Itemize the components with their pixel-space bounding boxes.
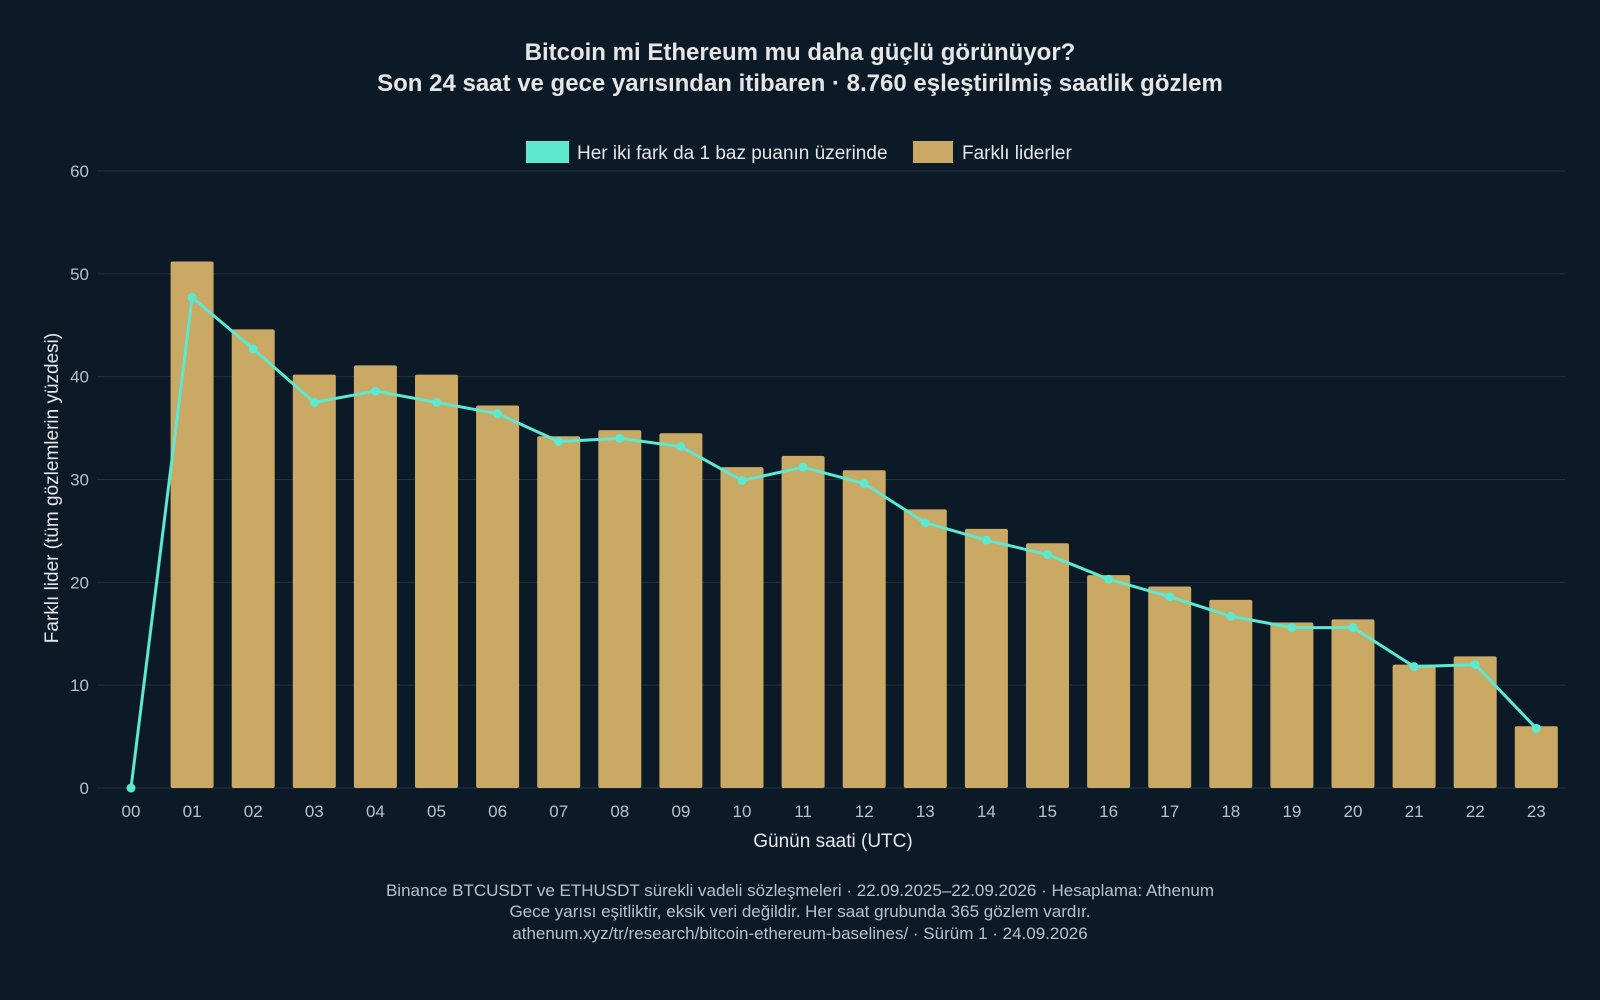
bar	[1514, 726, 1558, 788]
x-tick-label: 21	[1405, 802, 1424, 821]
chart-title-group: Bitcoin mi Ethereum mu daha güçlü görünü…	[377, 39, 1223, 97]
x-tick-label: 13	[916, 802, 935, 821]
bar	[964, 528, 1008, 788]
bar	[415, 374, 458, 788]
x-tick-label: 20	[1344, 802, 1363, 821]
y-tick-label: 0	[80, 779, 89, 798]
line-point	[1470, 660, 1480, 670]
x-tick-label: 06	[488, 802, 507, 821]
line-point	[920, 518, 930, 528]
line-point	[309, 397, 319, 407]
chart-subtitle: Son 24 saat ve gece yarısından itibaren …	[377, 70, 1223, 97]
x-tick-label: 07	[549, 802, 568, 821]
x-tick-label: 15	[1038, 802, 1057, 821]
line-point	[370, 386, 380, 396]
y-tick-label: 50	[70, 265, 89, 284]
bar	[292, 374, 336, 788]
y-axis-label: Farklı lider (tüm gözlemlerin yüzdesi)	[42, 333, 63, 643]
line-point	[248, 344, 258, 354]
x-tick-label: 09	[671, 802, 690, 821]
bar	[1392, 664, 1436, 788]
legend-label-line: Her iki fark da 1 baz puanın üzerinde	[577, 143, 888, 164]
bar	[842, 470, 886, 788]
footer: Binance BTCUSDT ve ETHUSDT sürekli vadel…	[386, 881, 1214, 943]
line-point	[615, 433, 625, 443]
chart-title: Bitcoin mi Ethereum mu daha güçlü görünü…	[525, 39, 1076, 66]
x-tick-label: 18	[1221, 802, 1240, 821]
legend-swatch-bar	[913, 141, 953, 163]
line-point	[1043, 550, 1052, 560]
line-point	[1104, 574, 1114, 584]
line-point	[126, 783, 136, 793]
x-tick-label: 01	[183, 802, 202, 821]
line-point	[1348, 623, 1358, 633]
legend-swatch-line	[526, 141, 569, 163]
x-tick-label: 08	[610, 802, 629, 821]
y-tick-label: 30	[70, 471, 89, 490]
line-point	[554, 436, 564, 446]
x-axis-label: Günün saati (UTC)	[753, 831, 912, 852]
x-tick-label: 19	[1282, 802, 1301, 821]
y-tick-label: 20	[70, 573, 89, 592]
footer-line-3: athenum.xyz/tr/research/bitcoin-ethereum…	[512, 924, 1087, 943]
y-tick-label: 40	[70, 368, 89, 387]
legend-label-bar: Farklı liderler	[962, 143, 1072, 164]
bar	[231, 329, 275, 788]
x-tick-label: 05	[427, 802, 446, 821]
line-series	[126, 292, 1541, 793]
bar	[353, 365, 397, 788]
x-tick-label: 14	[977, 802, 996, 821]
x-tick-label: 04	[366, 802, 385, 821]
y-tick-label: 10	[70, 676, 89, 695]
x-tick-label: 22	[1466, 802, 1485, 821]
x-tick-label: 10	[733, 802, 752, 821]
bar	[720, 467, 764, 788]
bar	[1209, 599, 1253, 788]
line-point	[676, 442, 686, 452]
x-tick-label: 17	[1160, 802, 1179, 821]
line-point	[737, 476, 747, 486]
bar	[781, 455, 825, 788]
bar	[1087, 575, 1131, 788]
y-tick-label: 60	[70, 162, 89, 181]
line-point	[859, 479, 869, 489]
line-point	[1531, 723, 1541, 733]
footer-line-1: Binance BTCUSDT ve ETHUSDT sürekli vadel…	[386, 881, 1214, 900]
bar	[598, 430, 642, 788]
bar	[1453, 656, 1497, 788]
legend: Her iki fark da 1 baz puanın üzerinde Fa…	[526, 141, 1072, 164]
footer-line-2: Gece yarısı eşitliktir, eksik veri değil…	[509, 902, 1090, 921]
bar	[1148, 586, 1192, 788]
line-point	[1165, 592, 1175, 602]
line-point	[1226, 611, 1236, 621]
line-point	[432, 397, 441, 407]
bar	[476, 405, 520, 788]
grid-lines	[97, 170, 1565, 789]
x-tick-label: 23	[1527, 802, 1546, 821]
line-point	[187, 292, 197, 302]
x-tick-label: 16	[1099, 802, 1118, 821]
bar	[903, 509, 947, 788]
bar	[1026, 543, 1069, 788]
series-line	[129, 295, 1538, 789]
line-point	[798, 462, 808, 472]
line-point	[1287, 623, 1297, 633]
y-tick-labels: 0 10 20 30 40 50 60	[70, 162, 89, 798]
x-tick-label: 12	[855, 802, 874, 821]
bar	[170, 261, 214, 788]
bar	[1331, 619, 1375, 788]
bar	[659, 433, 703, 788]
line-point	[981, 535, 991, 545]
x-tick-label: 00	[122, 802, 141, 821]
x-tick-labels: 00 01 02 03 04 05 06 07 08 09 10 11 12 13 14 15 16 17 18 19…	[122, 802, 1546, 821]
line-point	[493, 409, 503, 419]
x-tick-label: 11	[794, 802, 812, 821]
bar	[537, 436, 581, 788]
bar	[1270, 622, 1314, 788]
x-tick-label: 02	[244, 802, 263, 821]
x-tick-label: 03	[305, 802, 324, 821]
line-point	[1409, 662, 1419, 672]
bar-series	[170, 261, 1558, 788]
